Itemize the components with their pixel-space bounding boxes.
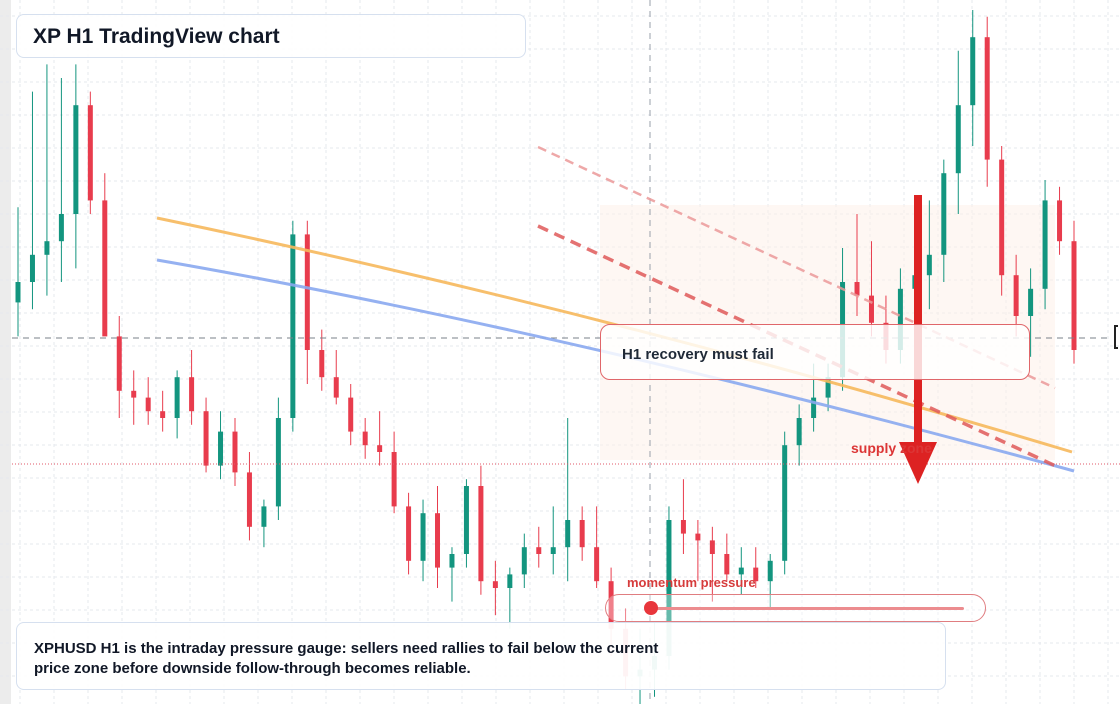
title-card: XP H1 TradingView chart [16,14,526,58]
candle [189,350,195,425]
candle [492,560,498,616]
candle [868,241,874,337]
candle [941,159,947,282]
callout-text: H1 recovery must fail [622,346,774,363]
candle [275,397,281,520]
candle [550,506,556,575]
momentum-handle[interactable] [644,601,658,615]
candle [348,384,354,446]
candle [174,370,180,439]
candle [955,50,961,214]
bearish-arrow-head [899,442,937,484]
candle [44,64,50,296]
candle [261,499,267,548]
candle [449,547,455,602]
candle [290,220,296,432]
candle [131,370,137,425]
momentum-pressure-label: momentum pressure [627,575,756,590]
candle [753,547,759,588]
candle [1057,186,1063,255]
candle [1042,180,1048,310]
chart-description: XPHUSD H1 is the intraday pressure gauge… [34,640,659,677]
chart-title: XP H1 TradingView chart [33,25,280,48]
candle [854,214,860,316]
candle [145,377,151,425]
candle [1013,254,1019,337]
candle [738,547,744,595]
left-scroll-strip[interactable] [0,0,11,704]
candle [232,418,238,486]
candle [521,533,527,588]
recovery-callout: H1 recovery must fail [600,324,1030,380]
candle [695,520,701,582]
candle [420,499,426,582]
candle [29,91,35,310]
candle [218,411,224,480]
candle [58,78,64,282]
candle [1071,220,1077,364]
momentum-track [650,607,964,610]
trendline-upper [537,145,1056,390]
candle [724,533,730,582]
supply-zone-label: supply zone [851,440,932,456]
candle [102,173,108,337]
candle [999,146,1005,296]
bearish-arrow-shaft [914,195,922,445]
candle [782,431,788,575]
momentum-gauge [605,594,986,622]
candle [116,316,122,418]
candle [970,10,976,146]
candle [536,526,542,568]
candle [507,567,513,629]
candle [463,479,469,568]
candle [767,554,773,609]
candle [594,506,600,588]
trendline-primary [537,224,1061,470]
candle [362,418,368,459]
candle [377,411,383,466]
candle [926,200,932,310]
candle [1028,268,1034,357]
candle [203,397,209,473]
candle [984,16,990,187]
description-card: XPHUSD H1 is the intraday pressure gauge… [16,622,946,690]
candle [87,91,93,214]
candle [478,465,484,595]
candle [435,486,441,588]
candle [796,404,802,466]
candle [15,207,21,337]
candle [73,64,79,269]
price-scale-marker[interactable] [1114,325,1118,349]
candle [406,492,412,575]
candle [680,479,686,554]
candle [160,390,166,432]
candle [579,506,585,561]
ma-slow-line [156,258,1075,473]
candle [246,452,252,541]
candle [319,329,325,391]
candle [391,431,397,514]
candle [565,418,571,582]
candle [709,526,715,602]
candle [304,220,310,384]
candle [333,350,339,405]
